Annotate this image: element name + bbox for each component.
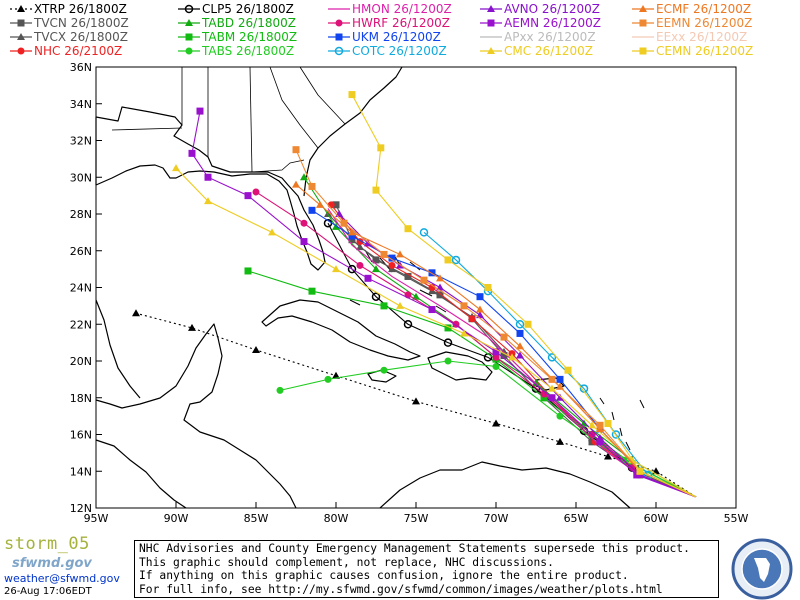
disclaimer-line[interactable]: For full info, see http://my.sfwmd.gov/s…: [139, 582, 663, 596]
legend-label: APxx 26/1200Z: [504, 30, 596, 44]
contact-email[interactable]: weather@sfwmd.gov: [4, 572, 120, 585]
lat-label: 20N: [70, 355, 92, 368]
legend-label: AVNO 26/1200Z: [504, 2, 600, 16]
legend-label: HMON 26/1200Z: [352, 2, 452, 16]
legend-swatch: [10, 47, 32, 55]
legend-label: ECMF 26/1200Z: [656, 2, 752, 16]
disclaimer-box: NHC Advisories and County Emergency Mana…: [134, 540, 719, 598]
lon-label: 75W: [404, 512, 429, 525]
legend-swatch: [10, 5, 32, 12]
model-track: [348, 91, 697, 498]
lon-label: 95W: [84, 512, 109, 525]
legend-swatch: [632, 36, 654, 38]
legend-swatch: [178, 4, 200, 14]
legend-swatch: [178, 19, 200, 26]
legend-label: CEMN 26/1200Z: [656, 44, 754, 58]
lat-label: 12N: [70, 502, 92, 515]
legend-swatch: [10, 33, 32, 40]
legend-label: TABS 26/1800Z: [202, 44, 295, 58]
legend-label: UKM 26/1200Z: [352, 30, 441, 44]
lat-label: 32N: [70, 135, 92, 148]
legend-label: EEMN 26/1200Z: [656, 16, 753, 30]
lat-label: 14N: [70, 465, 92, 478]
legend-swatch: [10, 19, 32, 27]
legend-swatch: [178, 33, 200, 41]
legend-swatch: [178, 47, 200, 55]
legend-label: CLP5 26/1800Z: [202, 2, 294, 16]
legend-swatch: [328, 46, 350, 56]
lat-label: 30N: [70, 171, 92, 184]
legend-swatch: [480, 47, 502, 54]
track-map: 12N 14N 16N 18N 20N 22N 24N 26N 28N 30N 32N 34N 36N 9…: [70, 61, 749, 525]
legend-label: TVCN 26/1800Z: [34, 16, 129, 30]
legend-label: NHC 26/2100Z: [34, 44, 123, 58]
legend-swatch: [632, 5, 654, 12]
disclaimer-line: NHC Advisories and County Emergency Mana…: [139, 542, 690, 555]
lat-label: 26N: [70, 245, 92, 258]
legend-label: COTC 26/1200Z: [352, 44, 447, 58]
lon-label: 90W: [164, 512, 189, 525]
legend-label: CMC 26/1200Z: [504, 44, 593, 58]
lat-label: 24N: [70, 282, 92, 295]
sfwmd-seal-icon: [731, 538, 793, 600]
lon-label: 65W: [564, 512, 589, 525]
lat-label: 34N: [70, 98, 92, 111]
lon-label: 60W: [644, 512, 669, 525]
lat-label: 18N: [70, 392, 92, 405]
model-track: [132, 309, 697, 498]
legend-label: TABM 26/1800Z: [202, 30, 298, 44]
lat-label: 16N: [70, 429, 92, 442]
legend-swatch: [480, 5, 502, 12]
legend-swatch: [328, 33, 350, 41]
lat-lon-grid: 12N 14N 16N 18N 20N 22N 24N 26N 28N 30N 32N 34N 36N 9…: [70, 61, 749, 525]
legend-swatch: [480, 19, 502, 27]
legend-label: TVCX 26/1800Z: [34, 30, 129, 44]
lat-label: 36N: [70, 61, 92, 74]
legend-label: AEMN 26/1200Z: [504, 16, 602, 30]
model-track: [276, 357, 697, 498]
legend-label: EExx 26/1200Z: [656, 30, 748, 44]
lon-label: 85W: [244, 512, 269, 525]
lon-label: 55W: [724, 512, 749, 525]
lat-label: 28N: [70, 208, 92, 221]
legend-label: HWRF 26/1200Z: [352, 16, 451, 30]
legend-swatch: [632, 47, 654, 55]
legend-swatch: [632, 19, 654, 27]
model-track: [188, 107, 697, 498]
model-tracks: [132, 91, 697, 498]
legend-swatch: [328, 19, 350, 27]
legend-swatch: [328, 8, 350, 10]
model-legend: XTRP 26/1800Z TVCN 26/1800Z TVCX 26/1800Z N…: [0, 0, 800, 58]
disclaimer-line: If anything on this graphic causes confu…: [139, 569, 629, 582]
legend-swatch: [480, 36, 502, 38]
legend-label: TABD 26/1800Z: [202, 16, 296, 30]
storm-name: storm_05: [4, 534, 90, 554]
issue-timestamp: 26-Aug 17:06EDT: [4, 586, 92, 597]
lon-label: 70W: [484, 512, 509, 525]
lon-label: 80W: [324, 512, 349, 525]
disclaimer-line: This graphic should complement, not repl…: [139, 555, 554, 569]
model-track: [419, 228, 697, 498]
lat-label: 22N: [70, 318, 92, 331]
legend-label: XTRP 26/1800Z: [34, 2, 127, 16]
sfwmd-logo: sfwmd.gov: [12, 556, 92, 571]
